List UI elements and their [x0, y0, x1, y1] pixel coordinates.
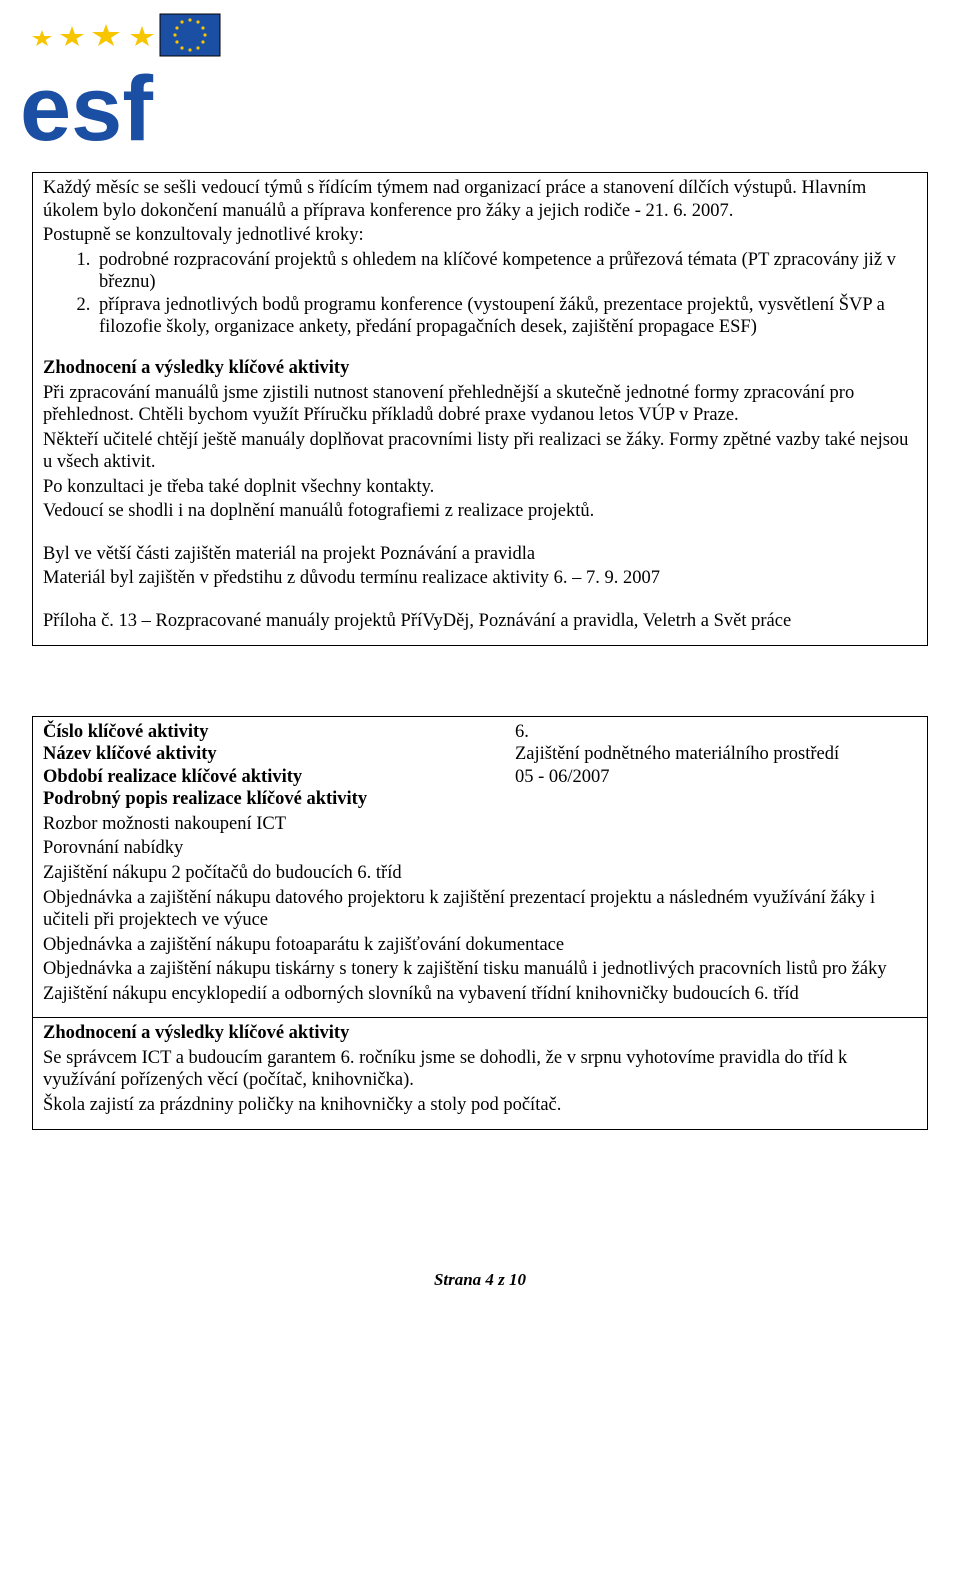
body-text: Rozbor možnosti nakoupení ICT: [43, 813, 917, 836]
body-text: Porovnání nabídky: [43, 837, 917, 860]
page-footer: Strana 4 z 10: [0, 1270, 960, 1291]
body-text: Příloha č. 13 – Rozpracované manuály pro…: [43, 610, 917, 633]
body-text: Postupně se konzultovaly jednotlivé krok…: [43, 224, 917, 247]
logo-area: esf: [0, 0, 960, 162]
meta-value: 05 - 06/2007: [515, 766, 917, 789]
body-text: Se správcem ICT a budoucím garantem 6. r…: [43, 1047, 917, 1092]
section-heading: Zhodnocení a výsledky klíčové aktivity: [43, 1022, 917, 1045]
list-item: příprava jednotlivých bodů programu konf…: [95, 294, 917, 339]
meta-label: Název klíčové aktivity: [43, 743, 515, 766]
meta-label: Číslo klíčové aktivity: [43, 721, 515, 744]
body-text: Zajištění nákupu 2 počítačů do budoucích…: [43, 862, 917, 885]
body-text: Objednávka a zajištění nákupu fotoaparát…: [43, 934, 917, 957]
section-heading: Zhodnocení a výsledky klíčové aktivity: [43, 357, 917, 380]
body-text: Zajištění nákupu encyklopedií a odbornýc…: [43, 983, 917, 1006]
body-text: Po konzultaci je třeba také doplnit všec…: [43, 476, 917, 499]
meta-value: Zajištění podnětného materiálního prostř…: [515, 743, 917, 766]
content-box-2: Číslo klíčové aktivity 6. Název klíčové …: [32, 716, 928, 1018]
page: esf Každý měsíc se sešli vedoucí týmů s …: [0, 0, 960, 1320]
body-text: Objednávka a zajištění nákupu tiskárny s…: [43, 958, 917, 981]
body-text: Materiál byl zajištěn v předstihu z důvo…: [43, 567, 917, 590]
body-text: Někteří učitelé chtějí ještě manuály dop…: [43, 429, 917, 474]
body-text: Při zpracování manuálů jsme zjistili nut…: [43, 382, 917, 427]
esf-logo: esf: [14, 8, 224, 158]
body-text: Vedoucí se shodli i na doplnění manuálů …: [43, 500, 917, 523]
meta-table: Číslo klíčové aktivity 6. Název klíčové …: [43, 721, 917, 789]
logo-text: esf: [20, 58, 153, 158]
meta-value: 6.: [515, 721, 917, 744]
body-text: Každý měsíc se sešli vedoucí týmů s řídí…: [43, 177, 917, 222]
section-heading: Podrobný popis realizace klíčové aktivit…: [43, 788, 917, 811]
body-text: Byl ve větší části zajištěn materiál na …: [43, 543, 917, 566]
list-item: podrobné rozpracování projektů s ohledem…: [95, 249, 917, 294]
table-row: Název klíčové aktivity Zajištění podnětn…: [43, 743, 917, 766]
table-row: Číslo klíčové aktivity 6.: [43, 721, 917, 744]
body-text: Škola zajistí za prázdniny poličky na kn…: [43, 1094, 917, 1117]
meta-label: Období realizace klíčové aktivity: [43, 766, 515, 789]
numbered-list: podrobné rozpracování projektů s ohledem…: [43, 249, 917, 339]
table-row: Období realizace klíčové aktivity 05 - 0…: [43, 766, 917, 789]
content-box-3: Zhodnocení a výsledky klíčové aktivity S…: [32, 1017, 928, 1129]
body-text: Objednávka a zajištění nákupu datového p…: [43, 887, 917, 932]
content-box-1: Každý měsíc se sešli vedoucí týmů s řídí…: [32, 172, 928, 646]
